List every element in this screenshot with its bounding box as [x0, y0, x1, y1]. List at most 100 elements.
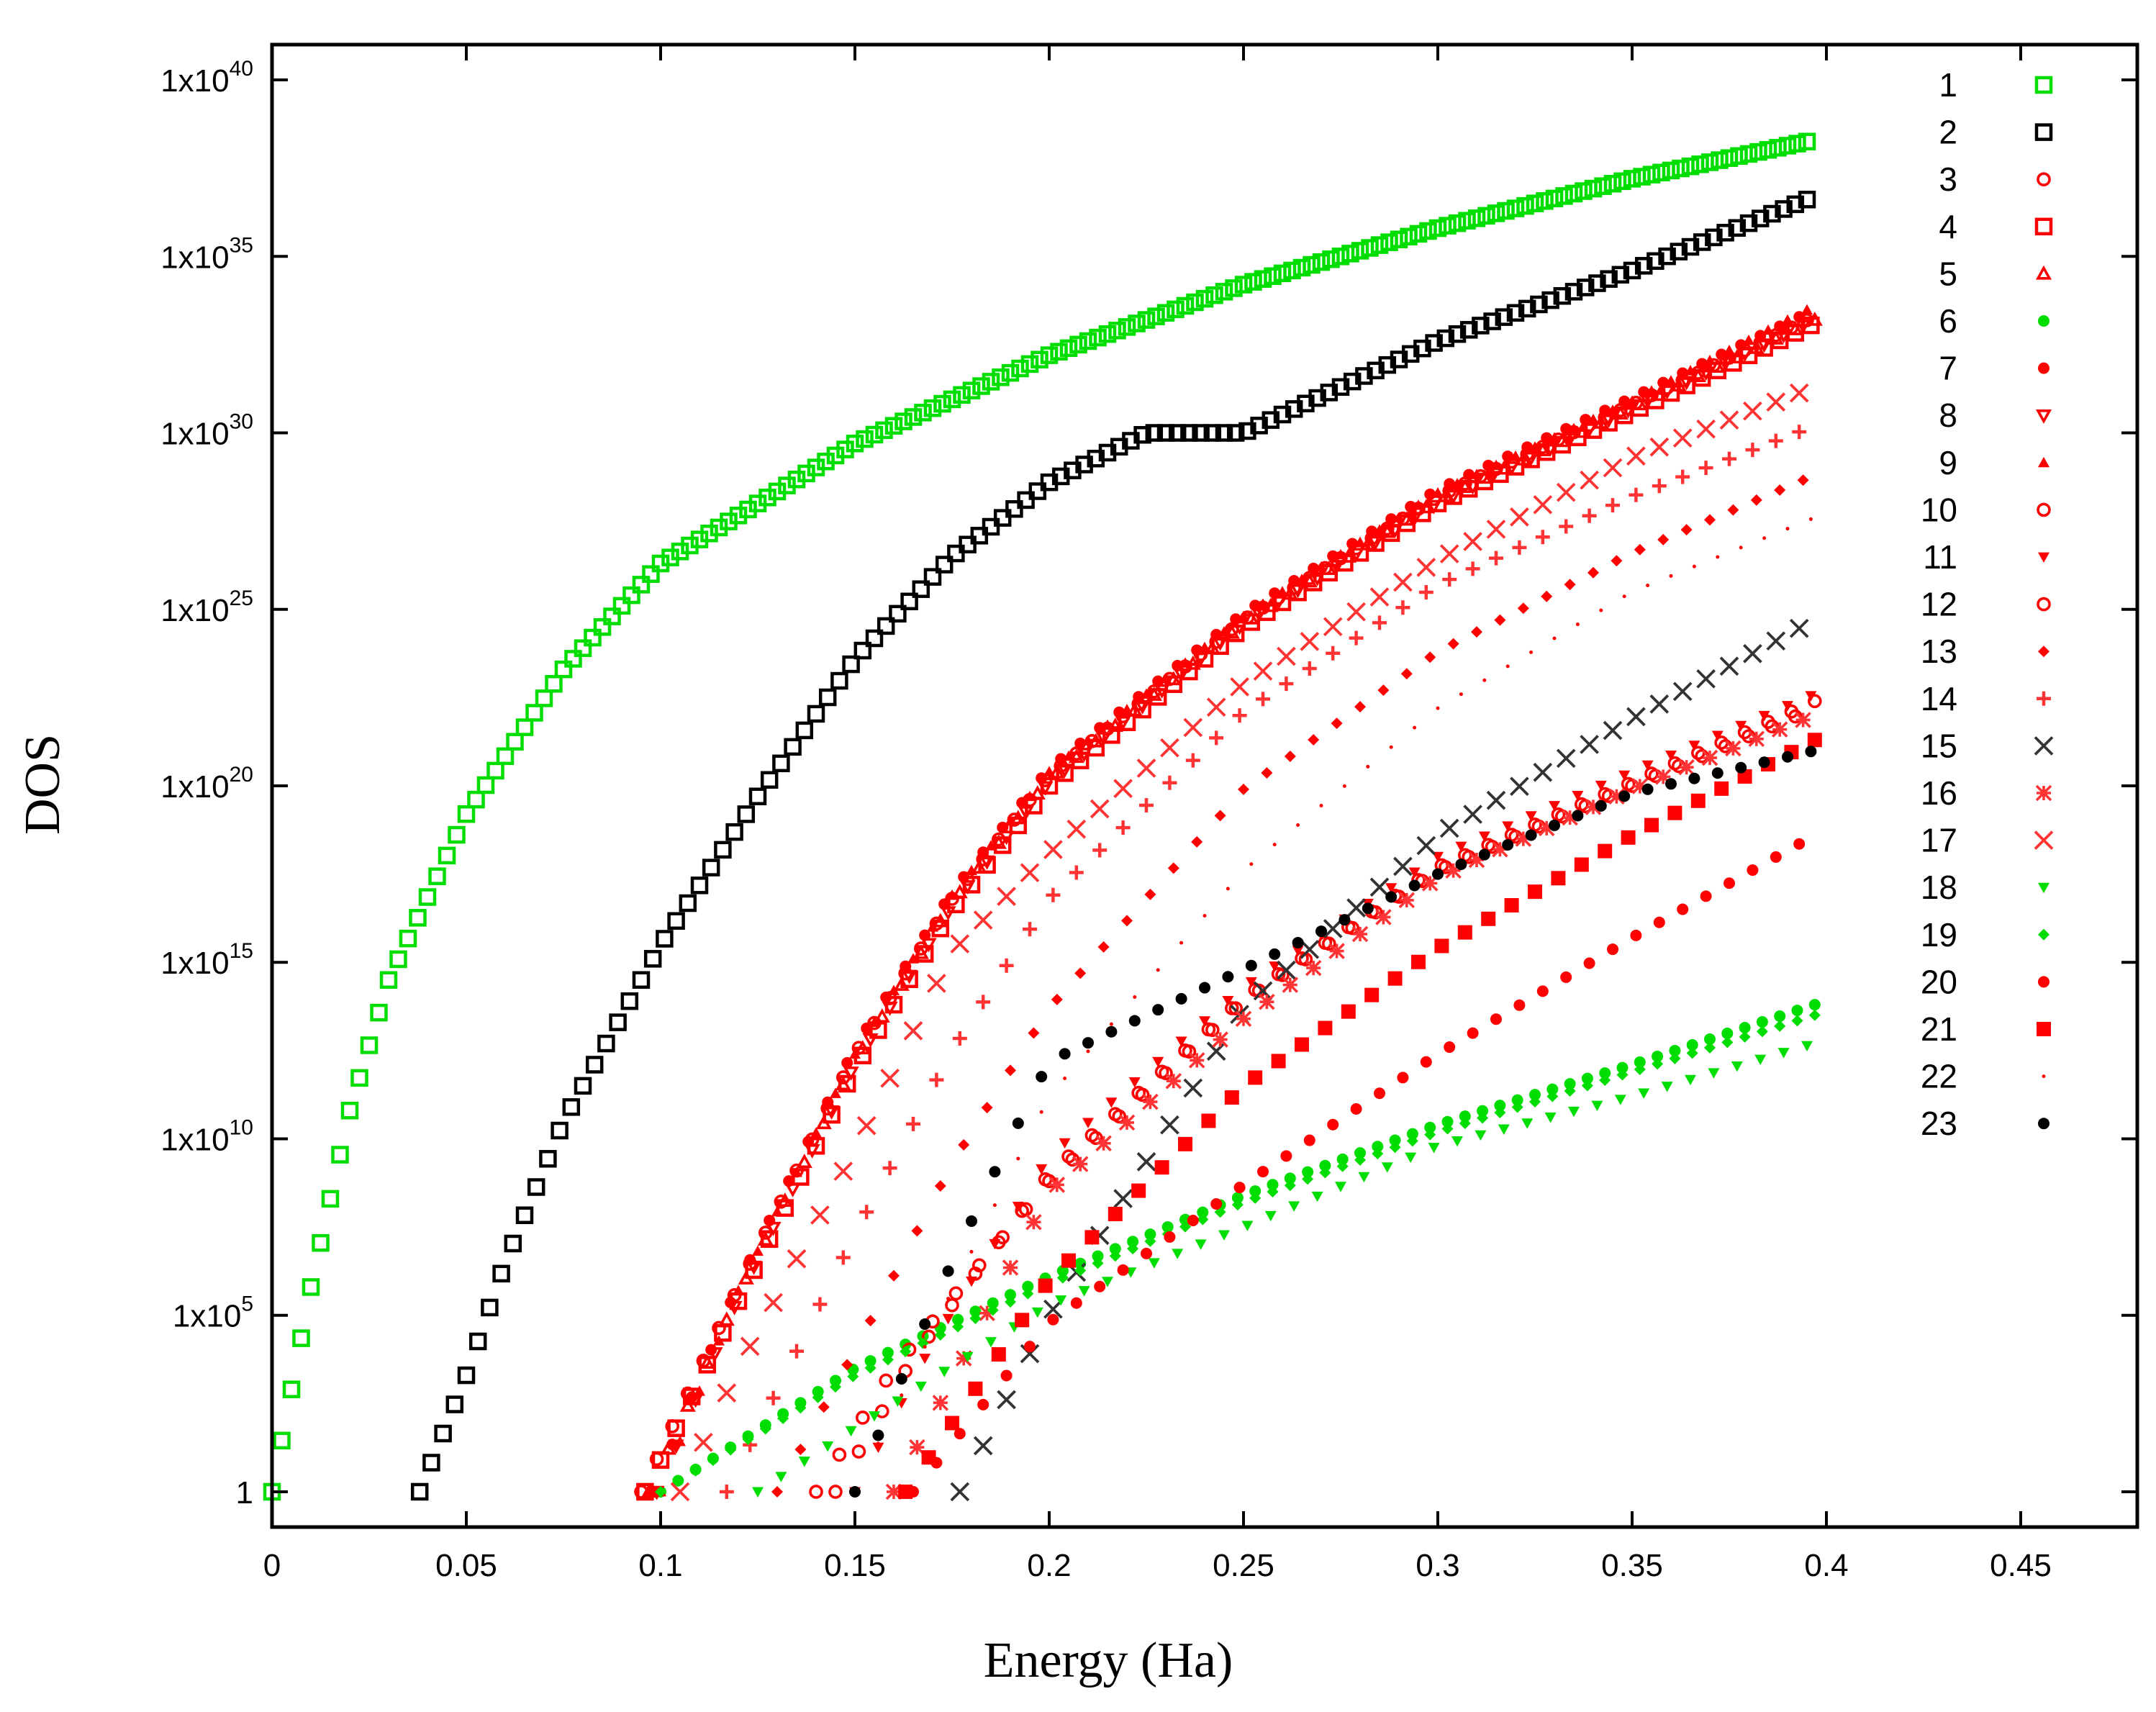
data-point: [992, 1235, 1006, 1250]
data-point: [1495, 460, 1512, 475]
data-point: [1245, 959, 1257, 972]
legend-marker: [2037, 597, 2051, 612]
data-point: [900, 592, 918, 611]
data-point: [1774, 484, 1786, 497]
data-point: [1323, 919, 1343, 938]
legend-marker: [2034, 830, 2054, 850]
data-point: [809, 1485, 823, 1499]
data-point: [1756, 338, 1772, 353]
data-point: [1626, 395, 1638, 406]
data-point: [1408, 867, 1421, 878]
x-axis-title: Energy (Ha): [984, 1633, 1233, 1688]
data-point: [1459, 1110, 1471, 1123]
data-point: [1043, 766, 1055, 776]
data-point: [1463, 532, 1482, 551]
data-point: [1568, 1106, 1580, 1118]
data-point: [1797, 474, 1809, 486]
data-point: [1178, 1136, 1192, 1151]
data-point: [1439, 217, 1457, 235]
x-tick-label: 0.45: [1990, 1548, 2052, 1583]
data-point: [1127, 1236, 1139, 1248]
data-point: [1704, 355, 1716, 366]
data-point: [1686, 1047, 1698, 1059]
data-point: [668, 1439, 684, 1454]
data-point: [1331, 717, 1343, 730]
data-point: [1769, 139, 1787, 157]
data-point: [1379, 523, 1395, 538]
legend-label: 23: [1921, 1105, 1957, 1142]
data-point: [1161, 1220, 1174, 1233]
data-point: [1806, 311, 1823, 326]
data-point: [1188, 1052, 1205, 1069]
data-point: [467, 790, 485, 809]
data-point: [998, 830, 1015, 846]
data-point: [1623, 170, 1641, 188]
data-point: [946, 1297, 951, 1301]
data-point: [1218, 1230, 1230, 1241]
data-point: [1385, 883, 1398, 894]
data-point: [539, 1150, 557, 1168]
data-point: [312, 1233, 330, 1252]
data-point: [989, 1166, 1001, 1178]
legend-marker: [2038, 552, 2049, 563]
data-point: [1421, 875, 1439, 892]
data-point: [946, 889, 958, 900]
data-point: [1696, 669, 1716, 689]
data-point: [764, 1292, 783, 1313]
data-point: [468, 1332, 487, 1351]
data-point: [1483, 312, 1501, 330]
data-point: [1160, 1115, 1179, 1135]
data-point: [1010, 810, 1026, 825]
data-point: [1551, 871, 1566, 886]
data-point: [525, 704, 543, 722]
data-point: [1717, 357, 1734, 372]
series-9: [655, 304, 1813, 1497]
data-point: [1441, 1115, 1454, 1128]
data-point: [740, 1336, 760, 1357]
data-point: [1257, 1166, 1269, 1178]
legend-label: 10: [1921, 491, 1957, 528]
x-tick-label: 0.2: [1027, 1548, 1071, 1583]
data-point: [981, 1102, 993, 1114]
data-point: [1510, 450, 1521, 461]
data-point: [920, 938, 937, 953]
data-point: [1393, 512, 1405, 522]
data-point: [1549, 819, 1560, 831]
data-point: [966, 864, 977, 876]
data-point: [991, 1347, 1006, 1362]
data-point: [1121, 915, 1133, 927]
data-point: [1086, 1049, 1090, 1054]
data-point: [835, 1076, 851, 1091]
data-point: [1498, 1124, 1510, 1135]
data-point: [992, 1203, 997, 1208]
data-point: [1424, 651, 1436, 663]
data-point: [1339, 914, 1351, 926]
data-point: [1544, 1113, 1557, 1123]
data-point: [1282, 585, 1298, 600]
data-point: [1459, 692, 1463, 697]
data-point: [938, 1367, 951, 1377]
data-point: [1581, 1079, 1593, 1092]
data-point: [1665, 375, 1677, 386]
data-point: [1638, 1088, 1650, 1099]
data-point: [940, 906, 956, 921]
legend-label: 18: [1921, 869, 1957, 906]
data-point: [1556, 748, 1576, 769]
data-point: [1711, 767, 1724, 779]
data-point: [1448, 325, 1467, 343]
data-point: [1678, 758, 1695, 776]
data-point: [1626, 446, 1646, 466]
data-point: [1434, 938, 1449, 954]
data-point: [879, 1373, 893, 1388]
data-point: [992, 368, 1010, 386]
data-point: [959, 535, 977, 553]
data-point: [1704, 514, 1716, 526]
data-point: [1136, 758, 1156, 778]
data-point: [712, 1321, 726, 1336]
data-point: [1739, 145, 1758, 163]
data-point: [1251, 607, 1267, 622]
data-point: [1366, 764, 1370, 769]
data-point: [1716, 555, 1720, 559]
data-point: [1358, 1172, 1370, 1183]
data-point: [620, 992, 639, 1010]
